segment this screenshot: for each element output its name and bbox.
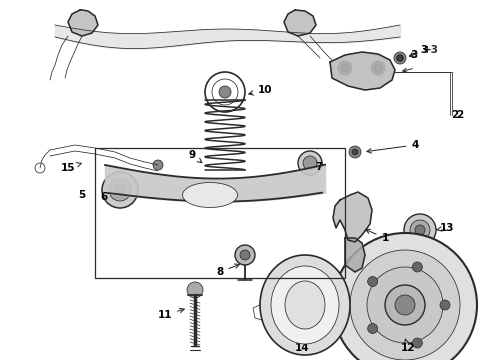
Text: 8: 8 (217, 264, 239, 277)
Circle shape (350, 250, 460, 360)
Circle shape (385, 285, 425, 325)
Text: 1: 1 (366, 229, 389, 243)
Circle shape (153, 160, 163, 170)
Circle shape (367, 267, 443, 343)
Text: 12: 12 (401, 339, 415, 353)
Circle shape (298, 151, 322, 175)
Circle shape (303, 156, 317, 170)
Text: 10: 10 (249, 85, 272, 95)
Circle shape (368, 324, 378, 333)
Ellipse shape (271, 266, 339, 344)
Text: 9: 9 (189, 150, 202, 163)
Circle shape (413, 338, 422, 348)
Circle shape (404, 214, 436, 246)
Ellipse shape (285, 281, 325, 329)
Polygon shape (330, 52, 395, 90)
Text: 7: 7 (315, 162, 323, 172)
Text: 13: 13 (437, 223, 454, 233)
Circle shape (338, 61, 352, 75)
Circle shape (187, 282, 203, 298)
Polygon shape (333, 192, 372, 242)
Circle shape (397, 55, 403, 61)
Circle shape (395, 295, 415, 315)
Circle shape (341, 64, 349, 72)
Ellipse shape (182, 183, 238, 207)
Circle shape (413, 262, 422, 272)
Circle shape (333, 233, 477, 360)
Circle shape (115, 185, 125, 195)
Text: 3: 3 (420, 45, 427, 55)
Text: 5: 5 (78, 190, 86, 200)
Text: 4: 4 (367, 140, 418, 153)
Circle shape (349, 146, 361, 158)
Circle shape (109, 179, 131, 201)
Circle shape (374, 64, 382, 72)
Circle shape (352, 149, 358, 155)
Polygon shape (345, 238, 365, 272)
Text: 6: 6 (100, 192, 108, 202)
Circle shape (368, 276, 378, 287)
Circle shape (371, 61, 385, 75)
Circle shape (415, 225, 425, 235)
Bar (95, 148, 345, 278)
Circle shape (235, 245, 255, 265)
Text: 14: 14 (294, 337, 309, 353)
Ellipse shape (260, 255, 350, 355)
Text: 15: 15 (61, 163, 81, 173)
Text: 2: 2 (451, 110, 458, 120)
Text: +3: +3 (423, 45, 439, 55)
Circle shape (394, 52, 406, 64)
Text: 11: 11 (158, 308, 184, 320)
Text: 3: 3 (410, 50, 417, 60)
Polygon shape (68, 10, 98, 36)
Circle shape (219, 86, 231, 98)
Polygon shape (284, 10, 316, 36)
Circle shape (102, 172, 138, 208)
Text: 2: 2 (456, 110, 463, 120)
Circle shape (440, 300, 450, 310)
Circle shape (410, 220, 430, 240)
Circle shape (240, 250, 250, 260)
